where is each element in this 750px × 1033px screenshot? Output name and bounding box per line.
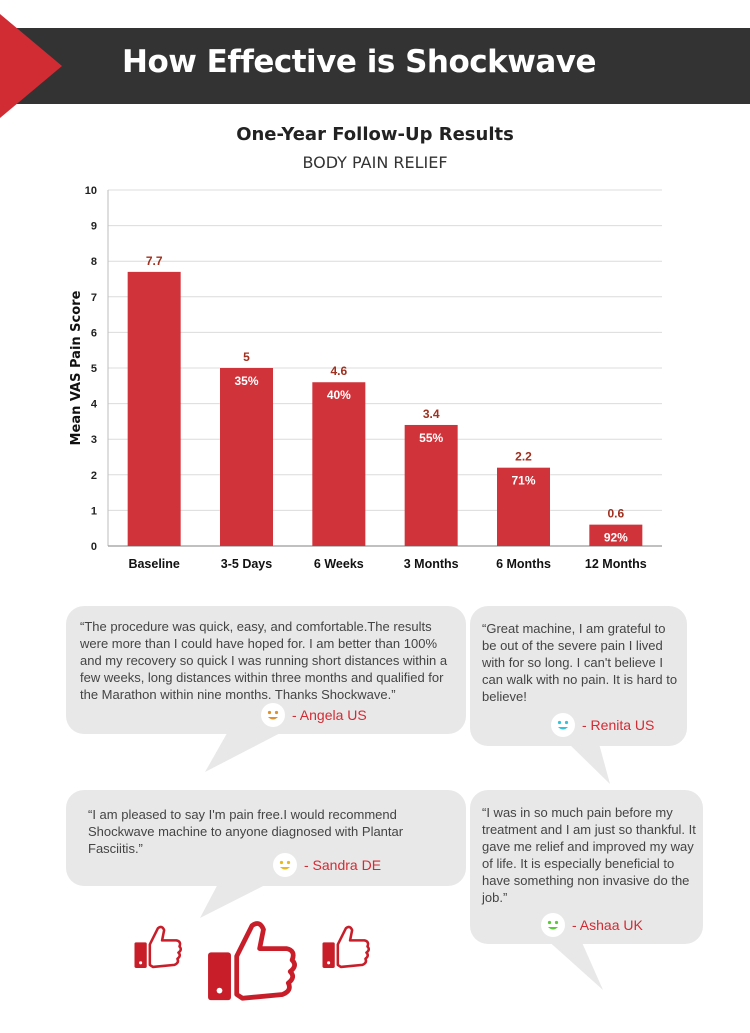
header-bar	[0, 28, 750, 104]
thumbs-up-icon	[134, 925, 183, 969]
testimonial-bubble-renita: “Great machine, I am grateful to be out …	[470, 606, 687, 746]
y-tick-label: 4	[91, 399, 98, 411]
y-tick-label: 6	[91, 327, 97, 339]
bubble-tail-ashaa	[545, 938, 603, 990]
y-tick-label: 8	[91, 256, 97, 268]
chart-title: One-Year Follow-Up Results	[236, 124, 514, 145]
percent-label: 35%	[234, 374, 258, 388]
smiley-face-icon	[551, 713, 575, 737]
header-accent-triangle	[0, 14, 62, 118]
x-tick-label: 3-5 Days	[221, 557, 272, 571]
testimonial-author: - Sandra DE	[304, 856, 382, 873]
x-tick-label: 12 Months	[585, 557, 647, 571]
bar	[312, 382, 366, 546]
percent-label: 55%	[419, 431, 443, 445]
bar	[404, 424, 458, 546]
y-tick-label: 9	[91, 221, 97, 233]
y-tick-label: 0	[91, 541, 97, 553]
testimonial-signature: - Ashaa UK	[540, 912, 643, 938]
y-tick-label: 10	[85, 185, 97, 197]
data-label: 0.6	[607, 507, 624, 521]
testimonial-text: “I am pleased to say I'm pain free.I wou…	[88, 807, 404, 856]
testimonial-bubble-angela: “The procedure was quick, easy, and comf…	[66, 606, 466, 734]
testimonial-signature: - Angela US	[260, 702, 367, 728]
bubble-tail-renita	[565, 740, 610, 784]
testimonial-signature: - Sandra DE	[272, 852, 381, 878]
percent-label: 92%	[604, 531, 628, 545]
bar	[497, 467, 550, 546]
testimonial-text: “I was in so much pain before my treatme…	[482, 805, 696, 905]
data-label: 5	[243, 350, 250, 364]
bar	[127, 271, 181, 546]
bubble-tail-sandra	[200, 880, 275, 918]
y-tick-label: 7	[91, 292, 97, 304]
smiley-face-icon	[273, 853, 297, 877]
data-label: 7.7	[146, 254, 163, 268]
y-tick-label: 2	[91, 470, 97, 482]
y-tick-label: 3	[91, 434, 97, 446]
x-tick-label: 3 Months	[404, 557, 459, 571]
testimonial-author: - Ashaa UK	[572, 916, 643, 933]
testimonial-text: “The procedure was quick, easy, and comf…	[80, 619, 448, 702]
percent-label: 40%	[327, 388, 351, 402]
y-tick-label: 1	[91, 505, 97, 517]
x-tick-label: 6 Months	[496, 557, 551, 571]
percent-label: 71%	[511, 474, 535, 488]
testimonial-text: “Great machine, I am grateful to be out …	[482, 621, 678, 704]
y-tick-label: 5	[91, 363, 97, 375]
data-label: 3.4	[423, 407, 440, 421]
smiley-face-icon	[541, 913, 565, 937]
bar	[589, 524, 643, 546]
bar	[220, 368, 273, 546]
chart-subtitle: BODY PAIN RELIEF	[302, 153, 448, 172]
testimonial-signature: - Renita US	[550, 712, 654, 738]
x-tick-label: 6 Weeks	[314, 557, 364, 571]
testimonial-author: - Renita US	[582, 716, 655, 733]
bubble-tail-angela	[205, 728, 290, 772]
testimonial-bubble-ashaa: “I was in so much pain before my treatme…	[470, 790, 703, 944]
page-title: How Effective is Shockwave	[122, 44, 597, 80]
thumbs-up-icon	[208, 921, 297, 1001]
x-tick-label: Baseline	[128, 557, 179, 571]
testimonial-author: - Angela US	[292, 706, 367, 723]
data-label: 2.2	[515, 450, 532, 464]
thumbs-up-icon	[322, 925, 371, 969]
testimonial-bubble-sandra: “I am pleased to say I'm pain free.I wou…	[66, 790, 466, 886]
data-label: 4.6	[330, 364, 347, 378]
smiley-face-icon	[261, 703, 285, 727]
y-axis-label: Mean VAS Pain Score	[69, 290, 84, 445]
bar-chart: 0 1 2 3 4 5 6 7 8 9 10 Mean VAS Pain Score 7.7 Baseli…	[69, 185, 662, 571]
